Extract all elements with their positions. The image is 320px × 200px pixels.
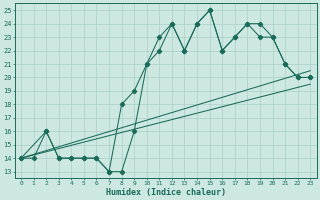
X-axis label: Humidex (Indice chaleur): Humidex (Indice chaleur) <box>106 188 226 197</box>
